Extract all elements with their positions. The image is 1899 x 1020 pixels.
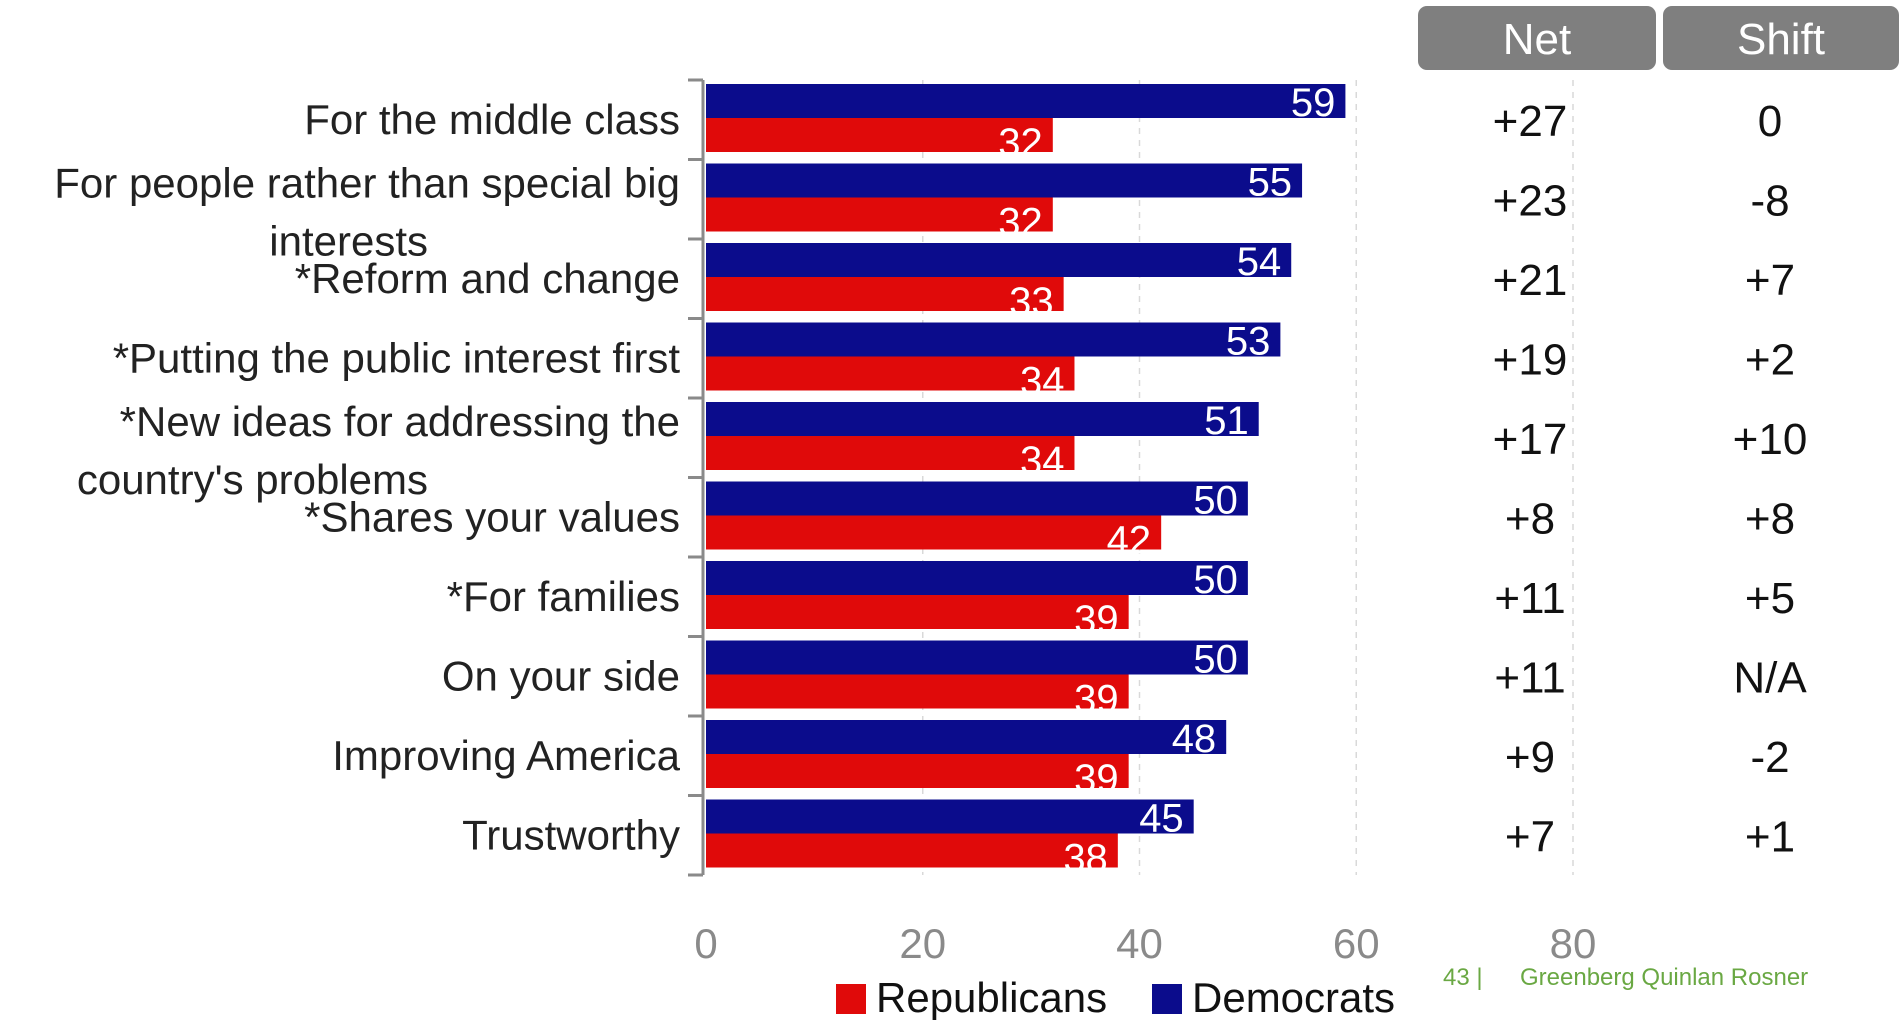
- footer: 43 | Greenberg Quinlan Rosner: [1443, 964, 1808, 991]
- bar-label-republicans: 39: [1074, 598, 1119, 642]
- legend-swatch-republicans: [836, 984, 866, 1014]
- category-label: Trustworthy: [462, 811, 680, 858]
- x-tick-label: 60: [1333, 920, 1380, 967]
- bar-label-democrats: 50: [1193, 638, 1238, 682]
- category-label: On your side: [442, 652, 680, 699]
- bar-democrats: [706, 720, 1227, 754]
- net-value: +11: [1494, 574, 1565, 623]
- bar-democrats: [706, 799, 1194, 834]
- bar-democrats: [706, 243, 1292, 277]
- net-value: +21: [1493, 256, 1568, 305]
- company-name: Greenberg Quinlan Rosner: [1520, 964, 1808, 991]
- x-tick-labels: 0 20 40 60 80: [694, 920, 1596, 967]
- bar-republicans: [706, 356, 1075, 391]
- net-value: +17: [1493, 415, 1568, 464]
- bar-republicans: [706, 118, 1053, 152]
- bar-republicans: [706, 436, 1075, 470]
- category-label: For people rather than special big: [54, 159, 680, 206]
- bar-label-democrats: 59: [1291, 81, 1336, 125]
- bar-republicans: [706, 754, 1129, 788]
- net-header-box: [1418, 6, 1656, 70]
- bar-democrats: [706, 163, 1303, 198]
- legend-label-democrats: Democrats: [1192, 974, 1395, 1020]
- bar-democrats: [706, 561, 1248, 595]
- bar-republicans: [706, 277, 1064, 311]
- x-tick-label: 40: [1116, 920, 1163, 967]
- bar-label-republicans: 39: [1074, 678, 1119, 722]
- bar-label-republicans: 34: [1020, 439, 1065, 483]
- net-column: +27 +23 +21 +19 +17 +8 +11 +11 +9 +7: [1493, 97, 1568, 862]
- legend: Republicans Democrats: [836, 974, 1395, 1020]
- bar-republicans: [706, 674, 1129, 709]
- shift-value: +2: [1745, 335, 1795, 384]
- category-label: For the middle class: [304, 96, 680, 143]
- shift-header: Shift: [1737, 15, 1825, 64]
- bar-republicans: [706, 833, 1118, 868]
- bar-label-democrats: 53: [1226, 320, 1271, 364]
- category-label: *For families: [447, 573, 680, 620]
- bar-label-democrats: 51: [1204, 399, 1249, 443]
- bar-label-democrats: 55: [1248, 161, 1293, 205]
- bar-democrats: [706, 322, 1281, 357]
- net-value: +27: [1493, 97, 1568, 146]
- category-label-continued: country's problems: [77, 456, 428, 503]
- shift-value: +7: [1745, 256, 1795, 305]
- bar-value-labels: 59 32 55 32 54 33 53 34 51 34 50 42 50 39 50 39 48 39 45 38: [998, 81, 1335, 881]
- bar-label-republicans: 38: [1063, 837, 1108, 881]
- bar-label-republicans: 39: [1074, 757, 1119, 801]
- category-labels: For the middle class For people rather th…: [54, 96, 680, 859]
- legend-swatch-democrats: [1152, 984, 1182, 1014]
- bar-label-republicans: 34: [1020, 360, 1065, 404]
- bar-republicans: [706, 197, 1053, 232]
- category-label: *New ideas for addressing the: [120, 398, 680, 445]
- category-label-continued: interests: [269, 217, 428, 264]
- page-number: 43 |: [1443, 964, 1483, 991]
- bar-label-democrats: 50: [1193, 479, 1238, 523]
- bar-label-republicans: 33: [1009, 280, 1054, 324]
- shift-value: -8: [1750, 176, 1789, 225]
- shift-value: -2: [1750, 733, 1789, 782]
- bars: [706, 84, 1346, 868]
- column-headers: Net Shift: [1418, 6, 1899, 70]
- net-value: +19: [1493, 335, 1568, 384]
- x-tick-label: 80: [1550, 920, 1597, 967]
- category-label: Improving America: [332, 732, 680, 779]
- bar-democrats: [706, 402, 1259, 436]
- net-value: +11: [1494, 653, 1565, 702]
- net-value: +23: [1493, 176, 1568, 225]
- shift-value: +8: [1745, 494, 1795, 543]
- shift-value: N/A: [1733, 653, 1807, 702]
- net-value: +8: [1505, 494, 1555, 543]
- x-tick-label: 20: [899, 920, 946, 967]
- bar-label-democrats: 48: [1172, 717, 1217, 761]
- bar-label-republicans: 32: [998, 121, 1043, 165]
- category-label: *Reform and change: [295, 255, 680, 302]
- category-label: *Putting the public interest first: [113, 334, 681, 381]
- shift-column: 0 -8 +7 +2 +10 +8 +5 N/A -2 +1: [1733, 97, 1808, 862]
- shift-value: +1: [1745, 812, 1795, 861]
- bar-republicans: [706, 515, 1162, 550]
- category-label: *Shares your values: [304, 493, 680, 540]
- bar-label-democrats: 45: [1139, 797, 1184, 841]
- bar-label-republicans: 32: [998, 201, 1043, 245]
- net-value: +9: [1505, 733, 1555, 782]
- net-value: +7: [1505, 812, 1555, 861]
- shift-header-box: [1663, 6, 1899, 70]
- bar-democrats: [706, 481, 1248, 516]
- shift-value: 0: [1758, 97, 1782, 146]
- bar-democrats: [706, 640, 1248, 675]
- shift-value: +10: [1733, 415, 1808, 464]
- bar-label-republicans: 42: [1107, 519, 1152, 563]
- bar-label-democrats: 50: [1193, 558, 1238, 602]
- bar-democrats: [706, 84, 1346, 118]
- y-axis: [688, 78, 705, 877]
- legend-label-republicans: Republicans: [876, 974, 1107, 1020]
- shift-value: +5: [1745, 574, 1795, 623]
- bar-republicans: [706, 595, 1129, 629]
- bar-label-democrats: 54: [1237, 240, 1282, 284]
- net-header: Net: [1503, 15, 1571, 64]
- x-tick-label: 0: [694, 920, 717, 967]
